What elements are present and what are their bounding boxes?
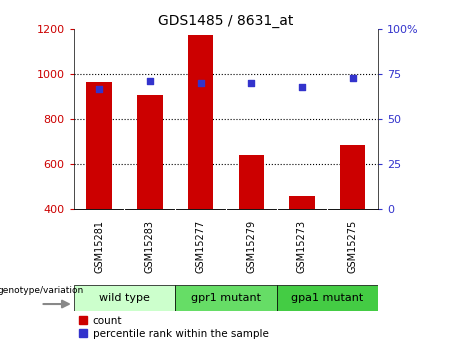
Text: GSM15273: GSM15273: [297, 220, 307, 273]
Bar: [137, 96, 162, 209]
Point: [298, 84, 306, 89]
Point: [197, 80, 204, 86]
Text: GSM15283: GSM15283: [145, 220, 155, 273]
Legend: count, percentile rank within the sample: count, percentile rank within the sample: [79, 316, 268, 339]
Point: [146, 79, 154, 84]
Text: GSM15279: GSM15279: [246, 220, 256, 273]
Title: GDS1485 / 8631_at: GDS1485 / 8631_at: [158, 14, 294, 28]
Bar: [239, 155, 264, 209]
Text: GSM15277: GSM15277: [195, 220, 206, 273]
Bar: [277, 285, 378, 310]
Text: gpr1 mutant: gpr1 mutant: [191, 293, 261, 303]
Bar: [74, 285, 175, 310]
Point: [248, 80, 255, 86]
Text: GSM15275: GSM15275: [348, 220, 358, 273]
Point: [95, 86, 103, 91]
Text: wild type: wild type: [99, 293, 150, 303]
Bar: [86, 82, 112, 209]
Bar: [188, 35, 213, 209]
Bar: [340, 145, 366, 209]
Point: [349, 75, 356, 80]
Bar: [290, 196, 314, 209]
Text: genotype/variation: genotype/variation: [0, 286, 84, 295]
Text: GSM15281: GSM15281: [94, 220, 104, 273]
Text: gpa1 mutant: gpa1 mutant: [291, 293, 363, 303]
Bar: [175, 285, 277, 310]
